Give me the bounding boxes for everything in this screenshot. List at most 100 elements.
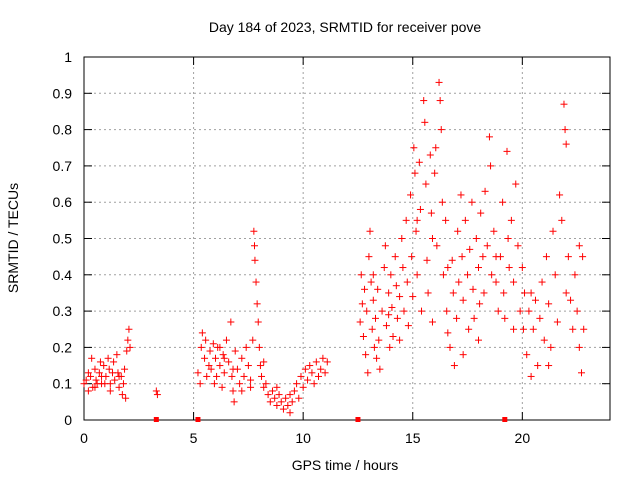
data-point [152,387,160,395]
data-point [538,278,546,286]
data-point [424,289,432,297]
data-point [519,325,527,333]
data-point [253,300,261,308]
data-point [121,365,129,373]
data-point [312,358,320,366]
gap-marker [502,417,508,422]
data-point [202,336,210,344]
y-tick-label: 0.1 [53,376,73,392]
data-point [100,362,108,370]
data-point [251,256,259,264]
data-point [504,235,512,242]
data-point [426,151,434,159]
data-point [288,398,296,406]
data-point [297,372,305,380]
data-point [122,394,130,402]
data-point [407,191,415,199]
data-point [92,376,100,384]
data-point [126,343,134,351]
x-tick-label: 0 [80,430,88,446]
y-tick-label: 0.4 [53,267,73,283]
data-point [449,289,457,297]
data-point [380,264,388,272]
data-point [207,365,215,373]
data-point [286,391,294,399]
data-point [110,358,118,366]
data-point [290,387,298,395]
data-point [562,140,570,148]
data-point [206,347,214,355]
x-tick-label: 20 [515,430,531,446]
data-point [266,398,274,406]
data-point [459,351,467,359]
data-point [295,394,303,402]
data-point [240,372,248,380]
y-tick-label: 0.9 [53,85,73,101]
data-point [357,271,365,279]
data-point [536,314,544,322]
data-point [381,242,389,250]
data-point [197,343,205,351]
data-point [422,180,430,188]
data-point [551,271,559,279]
data-point [545,362,553,370]
data-point [558,216,566,224]
data-point [367,278,375,286]
data-point [436,97,444,105]
data-point [494,307,502,315]
y-tick-label: 0.3 [53,303,73,319]
data-point [556,191,564,199]
data-point [398,235,406,242]
data-point [284,401,292,409]
data-point [91,383,99,391]
data-point [260,358,268,366]
data-point [458,253,466,261]
data-point [205,362,213,370]
data-point [247,383,255,391]
data-point [203,372,211,380]
y-tick-label: 0.5 [53,231,73,247]
data-point [480,289,488,297]
data-point [247,376,255,384]
data-point [306,362,314,370]
data-point [527,289,535,297]
data-point [415,158,423,166]
data-point [210,380,218,388]
data-point [501,314,509,322]
y-tick-label: 0.6 [53,194,73,210]
data-point [362,351,370,359]
data-point [273,401,281,409]
data-point [514,242,522,250]
data-point [448,256,456,264]
data-point [236,380,244,388]
data-point [505,264,513,272]
data-point [273,383,281,391]
data-point [244,362,252,370]
data-point [212,354,219,362]
data-point [547,343,555,351]
data-point [358,300,366,308]
data-point [525,307,533,315]
data-point [393,314,401,322]
gap-markers [153,417,508,422]
data-point [420,97,428,105]
data-point [218,383,226,391]
data-point [114,369,122,377]
data-point [201,354,209,362]
data-point [96,358,104,366]
data-point [408,253,416,261]
data-point [255,343,263,351]
data-point [468,198,476,206]
data-point [359,333,367,341]
data-point [198,329,206,337]
data-point [254,318,262,326]
data-point [369,296,377,304]
data-point [256,362,264,370]
data-point [369,271,377,279]
gap-marker [195,417,201,422]
data-point [82,376,90,384]
data-point [444,264,452,272]
data-point [250,227,258,235]
data-point [527,372,535,380]
data-point [230,398,238,406]
